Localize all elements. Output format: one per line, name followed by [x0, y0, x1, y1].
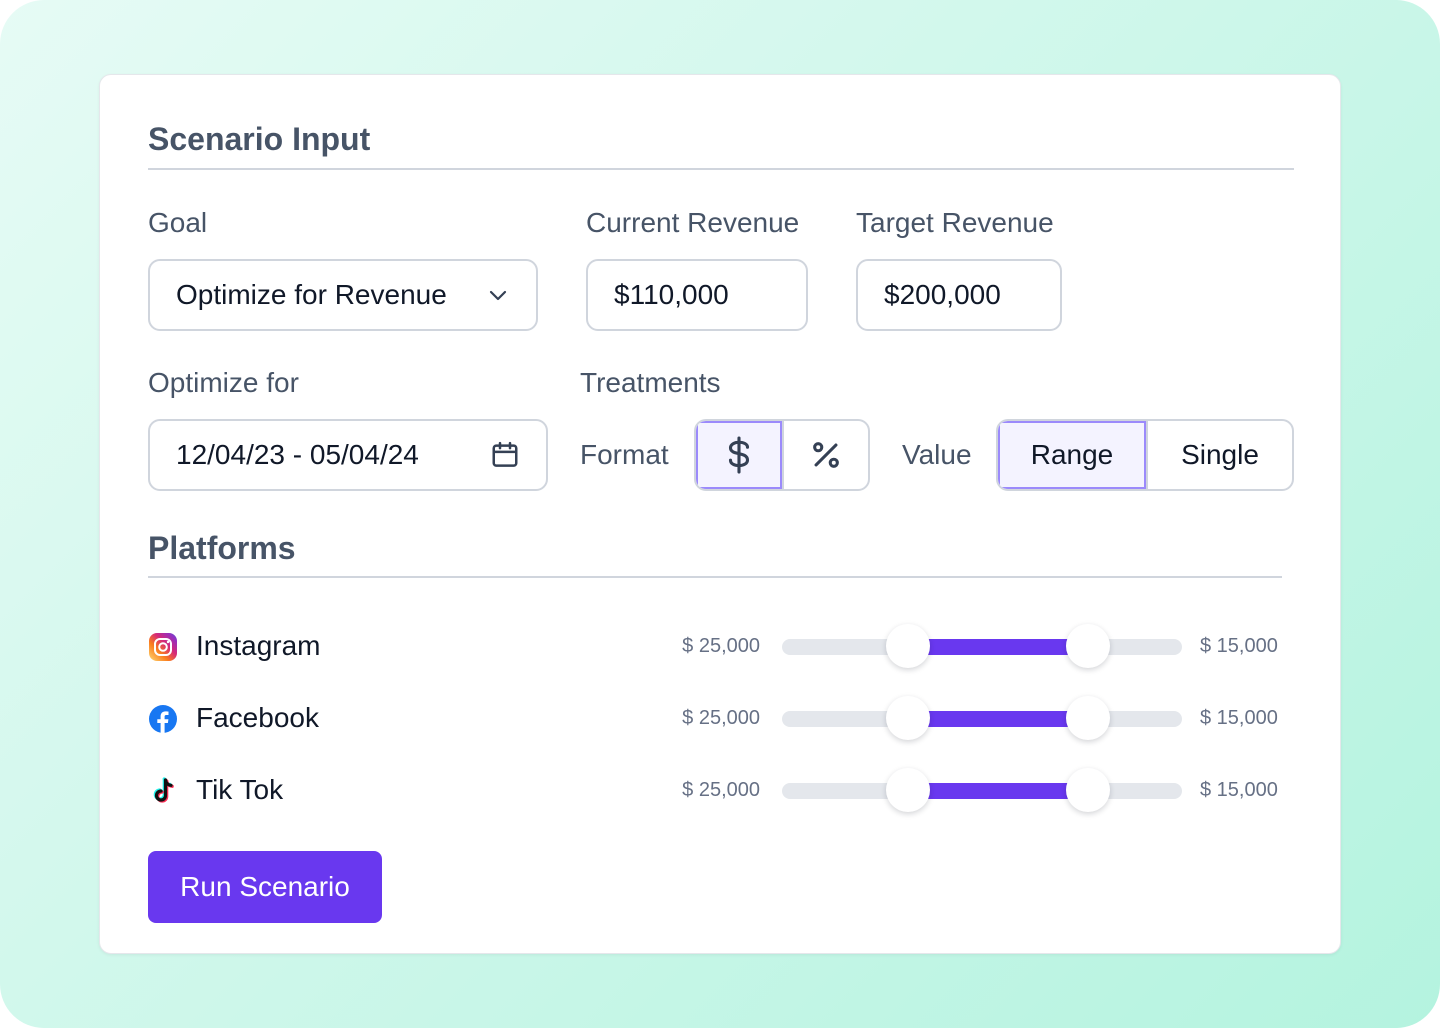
divider — [148, 168, 1294, 170]
current-revenue-input[interactable]: $110,000 — [586, 259, 808, 331]
goal-select[interactable]: Optimize for Revenue — [148, 259, 538, 331]
platform-max-value: $ 15,000 — [1200, 635, 1278, 657]
range-slider-min-handle[interactable] — [886, 768, 930, 812]
range-slider-min-handle[interactable] — [886, 696, 930, 740]
range-slider-fill — [908, 639, 1088, 655]
target-revenue-label: Target Revenue — [856, 207, 1054, 238]
section-title-platforms: Platforms — [148, 530, 296, 566]
platform-row-instagram: Instagram $ 25,000 $ 15,000 — [148, 621, 1288, 671]
range-slider-max-handle[interactable] — [1066, 624, 1110, 668]
scenario-card: Scenario Input Goal Current Revenue Targ… — [99, 74, 1341, 954]
instagram-icon — [148, 632, 178, 662]
range-slider[interactable] — [782, 696, 1182, 740]
format-option-dollar[interactable]: $ — [696, 421, 782, 489]
facebook-icon — [148, 704, 178, 734]
calendar-icon[interactable] — [490, 440, 520, 470]
run-scenario-button[interactable]: Run Scenario — [148, 851, 382, 923]
goal-label: Goal — [148, 207, 208, 238]
treatments-label: Treatments — [580, 367, 721, 398]
range-slider-min-handle[interactable] — [886, 624, 930, 668]
optimize-for-label: Optimize for — [148, 367, 299, 398]
range-slider-fill — [908, 711, 1088, 727]
divider — [148, 576, 1282, 578]
platform-min-value: $ 25,000 — [682, 779, 760, 801]
range-slider-max-handle[interactable] — [1066, 696, 1110, 740]
platform-max-value: $ 15,000 — [1200, 779, 1278, 801]
format-label: Format — [580, 439, 669, 470]
range-slider[interactable] — [782, 768, 1182, 812]
platform-row-tiktok: Tik Tok $ 25,000 $ 15,000 — [148, 765, 1288, 815]
value-option-range[interactable]: Range — [998, 421, 1146, 489]
section-title-scenario-input: Scenario Input — [148, 121, 371, 157]
range-slider-fill — [908, 783, 1088, 799]
current-revenue-value: $110,000 — [614, 279, 729, 310]
chevron-down-icon — [486, 283, 510, 307]
tiktok-icon — [148, 776, 178, 806]
value-option-single[interactable]: Single — [1146, 421, 1292, 489]
platform-min-value: $ 25,000 — [682, 635, 760, 657]
target-revenue-value: $200,000 — [884, 279, 1001, 310]
format-option-percent[interactable]: % — [782, 421, 868, 489]
value-toggle: Range Single — [996, 419, 1294, 491]
platform-row-facebook: Facebook $ 25,000 $ 15,000 — [148, 693, 1288, 743]
current-revenue-label: Current Revenue — [586, 207, 800, 238]
platform-name: Instagram — [196, 630, 321, 661]
range-slider[interactable] — [782, 624, 1182, 668]
format-toggle: $ % — [694, 419, 870, 491]
value-label: Value — [902, 439, 972, 470]
target-revenue-input[interactable]: $200,000 — [856, 259, 1062, 331]
platform-min-value: $ 25,000 — [682, 707, 760, 729]
platform-name: Tik Tok — [196, 774, 284, 805]
range-slider-max-handle[interactable] — [1066, 768, 1110, 812]
platform-name: Facebook — [196, 702, 319, 733]
platform-max-value: $ 15,000 — [1200, 707, 1278, 729]
date-range-value: 12/04/23 - 05/04/24 — [176, 439, 419, 470]
goal-select-value: Optimize for Revenue — [176, 279, 447, 310]
date-range-input[interactable]: 12/04/23 - 05/04/24 — [148, 419, 548, 491]
